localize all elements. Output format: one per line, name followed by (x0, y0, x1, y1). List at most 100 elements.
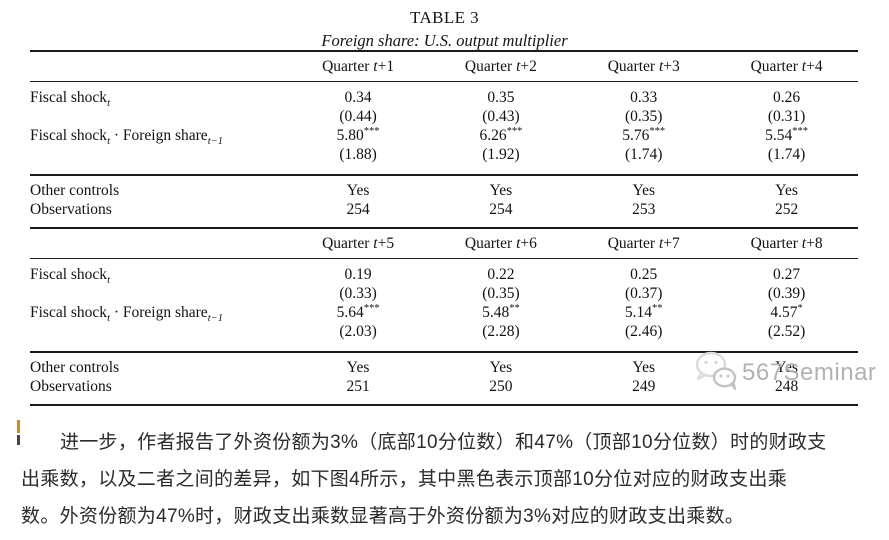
obs-cell: 251 (286, 377, 430, 406)
table-row-se: (0.33) (0.35) (0.37) (0.39) (30, 284, 858, 303)
coef-cell: 0.22 (429, 258, 573, 284)
row-label: Other controls (30, 351, 287, 377)
quarter-t: t (658, 58, 664, 75)
quarter-label: Quarter (322, 235, 374, 252)
table-row-interaction: Fiscal shockt · Foreign sharet−1 5.80***… (30, 126, 858, 148)
quarter-offset: +2 (520, 58, 537, 75)
coef-value: 5.48 (482, 304, 510, 321)
quarter-header: Quarter t+2 (429, 50, 573, 82)
coef-cell: 5.14** (572, 303, 715, 322)
row-label-sub: t−1 (207, 313, 223, 325)
se-cell: (0.33) (339, 285, 377, 302)
table-row-other-controls: Other controls Yes Yes Yes Yes (30, 351, 858, 377)
coef-cell: 5.76*** (572, 126, 715, 145)
row-label-sub: t (107, 136, 110, 148)
controls-cell: Yes (715, 174, 858, 200)
controls-cell: Yes (572, 174, 716, 200)
se-cell: (0.39) (767, 285, 806, 302)
quarter-header: Quarter t+6 (429, 227, 573, 259)
quarter-offset: +5 (377, 235, 395, 252)
row-label: Fiscal shockt (30, 258, 287, 287)
quarter-label: Quarter (607, 235, 659, 252)
coef-cell: 0.33 (572, 81, 716, 107)
paragraph-line-1: 进一步，作者报告了外资份额为3%（底部10分位数）和47%（顶部10分位数）时的… (59, 432, 827, 453)
quarter-offset: +3 (663, 58, 680, 75)
coef-value: 5.76 (622, 127, 650, 144)
empty-cell (30, 284, 287, 303)
quarter-offset: +8 (806, 235, 823, 252)
table-row-observations: Observations 254 254 253 252 (30, 200, 858, 228)
table-row-quarters: Quarter t +5 Quarter t+6 Quarter t+7 Quar… (30, 227, 858, 259)
table-row-se: (2.03) (2.28) (2.46) (2.52) (30, 322, 858, 352)
coef-value: 4.57 (770, 304, 798, 321)
coef-cell: 5.54*** (715, 126, 858, 145)
row-label: Fiscal shockt (30, 81, 287, 110)
coef-cell: 4.57* (715, 303, 858, 322)
quarter-label: Quarter (464, 235, 517, 252)
paragraph-line-2: 出乘数，以及二者之间的差异，如下图4所示，其中黑色表示顶部10分位对应的财政支出… (21, 469, 788, 490)
se-cell: (0.31) (767, 108, 806, 125)
empty-cell (30, 322, 287, 352)
row-label: Observations (30, 377, 287, 406)
se-cell: (0.43) (482, 108, 520, 125)
obs-cell: 249 (572, 377, 716, 406)
quarter-header: Quarter t+7 (572, 227, 716, 259)
quarter-header: Quarter t+4 (715, 50, 858, 82)
se-cell: (1.92) (482, 146, 520, 163)
quarter-offset: +7 (663, 235, 680, 252)
quarter-offset: +4 (806, 58, 823, 75)
se-cell: (2.52) (767, 323, 806, 340)
empty-cell (30, 145, 287, 175)
se-cell: (0.44) (339, 108, 377, 125)
se-cell: (0.35) (482, 285, 520, 302)
quarter-offset: +6 (520, 235, 537, 252)
table-row-observations: Observations 251 250 249 248 (30, 377, 858, 406)
se-cell: (2.46) (625, 323, 663, 340)
row-label: Fiscal shockt · Foreign sharet−1 (30, 303, 287, 325)
se-cell: (2.03) (339, 323, 377, 340)
coef-cell: 0.26 (715, 81, 858, 107)
obs-cell: 248 (715, 377, 858, 406)
coef-value: 5.14 (624, 304, 653, 321)
row-label-sub: t (107, 313, 110, 325)
se-cell: (2.28) (482, 323, 520, 340)
row-label: Fiscal shockt · Foreign sharet−1 (30, 126, 287, 148)
row-label-sub: t (107, 275, 110, 287)
row-label: Other controls (30, 174, 287, 200)
table-row-interaction: Fiscal shockt · Foreign sharet−1 5.64***… (30, 303, 858, 325)
regression-table: Quarter t+1 Quarter t+2 Quarter t+3 Quar… (30, 50, 858, 406)
quarter-label: Quarter (322, 58, 374, 75)
empty-cell (30, 50, 287, 82)
se-cell: (1.88) (339, 146, 377, 163)
coef-cell: 5.80*** (287, 126, 430, 145)
row-label-sub: t−1 (207, 136, 223, 148)
table-row-fiscal-shock: Fiscal shockt 0.34 0.35 0.33 0.26 (30, 81, 858, 110)
quarter-t: t (801, 235, 807, 252)
table-row-fiscal-shock: Fiscal shockt 0.19 0.22 0.25 0.27 (30, 258, 858, 287)
table-row-se: (0.44) (0.43) (0.35) (0.31) (30, 107, 858, 126)
table-row-quarters: Quarter t+1 Quarter t+2 Quarter t+3 Quar… (30, 50, 858, 82)
coef-value: 5.54 (765, 127, 793, 144)
coef-value: 6.26 (479, 127, 507, 144)
row-label-sub: t (107, 98, 110, 110)
left-margin-artifact (17, 420, 20, 433)
row-label-text: Fiscal shock (30, 89, 108, 106)
coef-cell: 0.35 (429, 81, 573, 107)
obs-cell: 254 (489, 201, 513, 218)
coef-value: 5.64 (336, 304, 364, 321)
row-label-text: Fiscal shock (30, 266, 108, 283)
row-label-text: · Foreign share (109, 304, 208, 321)
coef-cell: 5.48** (430, 303, 573, 322)
quarter-offset: +1 (377, 58, 395, 75)
row-label-text: Fiscal shock (30, 127, 108, 144)
significance-stars: *** (649, 125, 666, 137)
significance-stars: ** (509, 302, 520, 314)
quarter-label: Quarter (750, 235, 802, 252)
table-row-other-controls: Other controls Yes Yes Yes Yes (30, 174, 858, 200)
se-cell: (0.37) (625, 285, 663, 302)
row-label: Observations (30, 201, 112, 218)
table-title: TABLE 3 (410, 8, 479, 27)
obs-cell: 253 (632, 201, 656, 218)
row-label-text: · Foreign share (109, 127, 208, 144)
